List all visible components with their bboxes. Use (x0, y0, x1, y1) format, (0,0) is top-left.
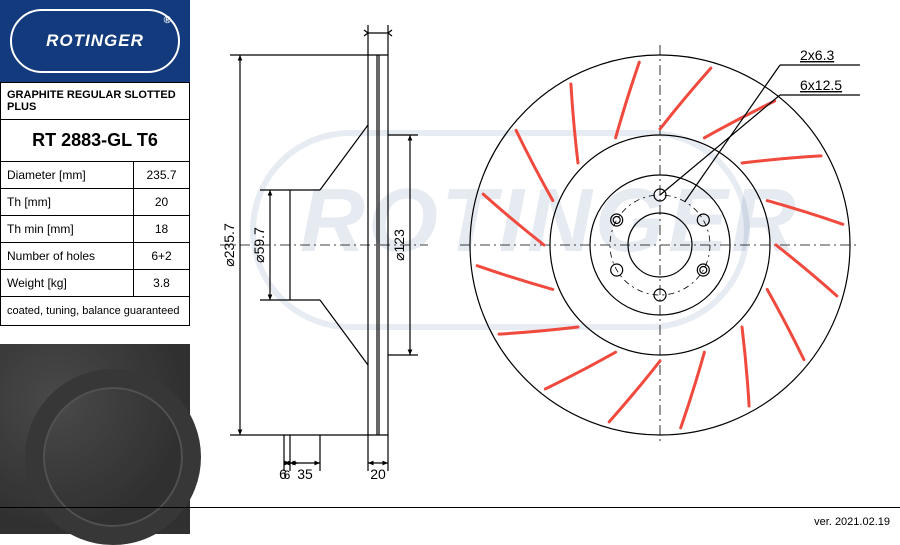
brand-logo-text: ROTINGER (10, 9, 180, 73)
svg-text:6: 6 (284, 468, 291, 482)
spec-label: Number of holes (1, 243, 134, 270)
svg-text:35: 35 (297, 466, 313, 482)
spec-value: 20 (134, 189, 190, 216)
spec-label: Th [mm] (1, 189, 134, 216)
spec-label: Diameter [mm] (1, 162, 134, 189)
spec-value: 6+2 (134, 243, 190, 270)
svg-text:20: 20 (370, 466, 386, 482)
spec-table: GRAPHITE REGULAR SLOTTED PLUS RT 2883-GL… (0, 82, 190, 326)
spec-value: 235.7 (134, 162, 190, 189)
spec-label: Th min [mm] (1, 216, 134, 243)
technical-drawing: 2x6.36x12.5⌀235.7⌀59.7⌀123663520 (190, 0, 900, 534)
product-photo-bg (0, 344, 190, 534)
product-line-title: GRAPHITE REGULAR SLOTTED PLUS (1, 83, 190, 120)
spec-value: 18 (134, 216, 190, 243)
svg-text:2x6.3: 2x6.3 (800, 47, 834, 63)
part-number: RT 2883-GL T6 (1, 120, 190, 162)
frame-divider (0, 507, 900, 508)
version-label: ver. 2021.02.19 (814, 516, 890, 528)
spec-label: Weight [kg] (1, 270, 134, 297)
spec-value: 3.8 (134, 270, 190, 297)
spec-note: coated, tuning, balance guaranteed (1, 297, 190, 326)
brand-logo: ROTINGER (0, 0, 190, 82)
svg-text:6x12.5: 6x12.5 (800, 77, 842, 93)
